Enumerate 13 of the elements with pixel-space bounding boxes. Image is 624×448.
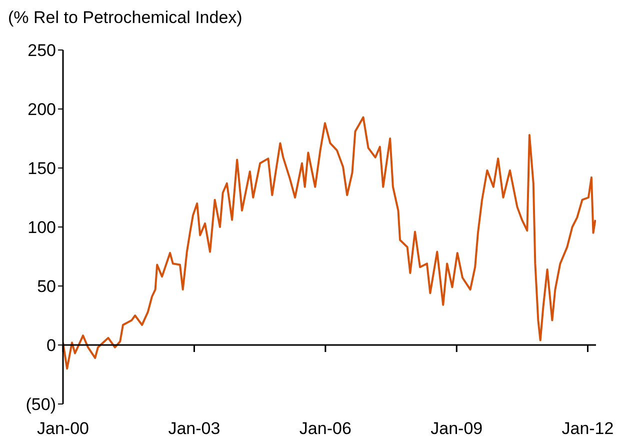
y-axis-title: (% Rel to Petrochemical Index) [8, 8, 242, 28]
x-tick-label: Jan-09 [430, 419, 483, 438]
y-tick-label: 50 [37, 277, 56, 296]
y-tick-label: 0 [46, 336, 56, 356]
y-tick-label: 200 [28, 100, 56, 120]
y-tick-label: 150 [28, 159, 56, 178]
y-tick-label: 100 [28, 218, 56, 238]
x-tick-label: Jan-06 [299, 419, 352, 438]
y-tick-label: (50) [26, 395, 56, 414]
x-tick-label: Jan-00 [37, 419, 89, 438]
y-tick-label: 250 [28, 41, 56, 60]
x-tick-label: Jan-03 [168, 419, 220, 438]
x-tick-label: Jan-12 [562, 419, 614, 438]
